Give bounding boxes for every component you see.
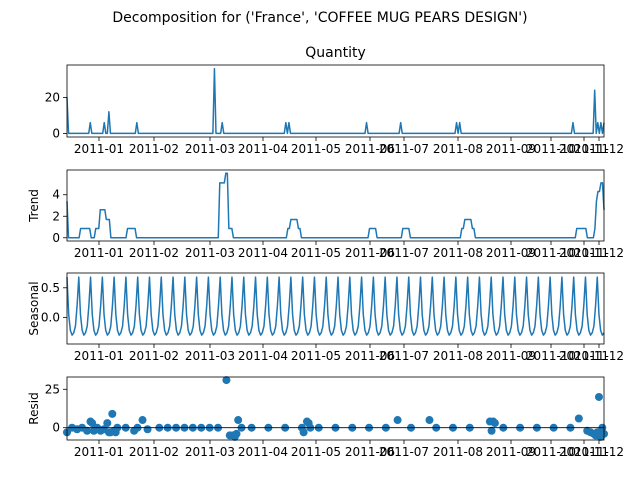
resid-point	[88, 419, 97, 428]
x-tick-label: 2011-04	[238, 445, 288, 459]
y-axis-label: Seasonal	[27, 281, 41, 335]
resid-point	[490, 419, 499, 428]
y-tick-label: 2	[52, 209, 60, 223]
x-tick-label: 2011-02	[129, 445, 179, 459]
x-tick-label: 2011-11	[559, 349, 609, 363]
y-axis-label: Resid	[27, 392, 41, 424]
x-tick-label: 2011-06	[345, 142, 395, 156]
x-tick-label: 2011-07	[379, 445, 429, 459]
series-line	[66, 276, 605, 336]
x-tick-label: 2011-05	[291, 445, 341, 459]
x-tick-label: 2011-03	[185, 142, 235, 156]
panel-2: 0 2 4 2011-01 2011-02 2011-03 2011-04 2011-05 20…	[27, 169, 624, 260]
x-tick-label: 2011-04	[238, 142, 288, 156]
x-tick-label: 2011-08	[433, 142, 483, 156]
x-tick-label: 2011-01	[74, 142, 124, 156]
x-tick-label: 2011-11	[559, 142, 609, 156]
y-tick-label: 0	[52, 126, 60, 140]
resid-point	[487, 426, 496, 435]
y-tick-label: 0	[52, 421, 60, 435]
x-tick-label: 2011-02	[129, 142, 179, 156]
x-tick-label: 2011-09	[486, 142, 536, 156]
x-tick-label: 2011-01	[74, 246, 124, 260]
resid-point	[222, 376, 231, 385]
resid-point	[143, 425, 152, 434]
x-tick-label: 2011-02	[129, 246, 179, 260]
resid-point	[393, 416, 402, 425]
axes-frame	[66, 376, 605, 441]
x-tick-label: 2011-05	[291, 246, 341, 260]
x-tick-label: 2011-04	[238, 349, 288, 363]
x-tick-label: 2011-03	[185, 246, 235, 260]
x-tick-label: 2011-08	[433, 349, 483, 363]
x-tick-label: 2011-11	[559, 445, 609, 459]
x-tick-label: 2011-05	[291, 142, 341, 156]
resid-point	[234, 416, 243, 425]
resid-point	[299, 428, 308, 437]
x-tick-label: 2011-09	[486, 445, 536, 459]
x-tick-label: 2011-07	[379, 246, 429, 260]
x-tick-label: 2011-06	[345, 445, 395, 459]
resid-point	[108, 409, 117, 418]
y-tick-label: 0.5	[41, 281, 60, 295]
axes-frame	[66, 169, 605, 242]
x-tick-label: 2011-09	[486, 349, 536, 363]
x-tick-label: 2011-12	[574, 142, 624, 156]
series-line	[66, 67, 605, 135]
x-tick-label: 2011-10	[526, 142, 576, 156]
axes-frame	[66, 272, 605, 345]
y-tick-label: 25	[45, 382, 60, 396]
x-tick-label: 2011-12	[574, 246, 624, 260]
y-axis-label: Trend	[27, 189, 41, 223]
x-tick-label: 2011-10	[526, 349, 576, 363]
x-tick-label: 2011-03	[185, 349, 235, 363]
x-tick-label: 2011-04	[238, 246, 288, 260]
x-tick-label: 2011-10	[526, 445, 576, 459]
resid-point	[594, 392, 603, 401]
x-tick-label: 2011-11	[559, 246, 609, 260]
x-tick-label: 2011-02	[129, 349, 179, 363]
resid-point	[425, 416, 434, 425]
y-tick-label: 20	[45, 90, 60, 104]
resid-point	[138, 416, 147, 425]
x-tick-label: 2011-01	[74, 349, 124, 363]
axes-frame	[66, 64, 605, 138]
x-tick-label: 2011-07	[379, 349, 429, 363]
x-tick-label: 2011-10	[526, 246, 576, 260]
panel-1: 0 20 2011-01 2011-02 2011-03 2011-04 2011-05 20…	[45, 45, 624, 156]
y-tick-label: 0.0	[41, 310, 60, 324]
x-tick-label: 2011-08	[433, 246, 483, 260]
x-tick-label: 2011-06	[345, 246, 395, 260]
resid-point	[103, 419, 112, 428]
x-tick-label: 2011-12	[574, 445, 624, 459]
y-tick-label: 0	[52, 231, 60, 245]
x-tick-label: 2011-05	[291, 349, 341, 363]
x-tick-label: 2011-12	[574, 349, 624, 363]
panel-title: Quantity	[305, 45, 366, 61]
x-tick-label: 2011-07	[379, 142, 429, 156]
x-tick-label: 2011-01	[74, 445, 124, 459]
x-tick-label: 2011-09	[486, 246, 536, 260]
y-tick-label: 4	[52, 188, 60, 202]
x-tick-label: 2011-08	[433, 445, 483, 459]
figure-title: Decomposition for ('France', 'COFFEE MUG…	[112, 10, 527, 26]
series-line	[66, 172, 605, 239]
x-tick-label: 2011-06	[345, 349, 395, 363]
x-tick-label: 2011-03	[185, 445, 235, 459]
resid-point	[232, 429, 241, 438]
panel-4: 0 25 2011-01 2011-02 2011-03 2011-04 2011-05 20…	[27, 376, 624, 459]
resid-point	[574, 414, 583, 423]
resid-point	[83, 426, 92, 435]
